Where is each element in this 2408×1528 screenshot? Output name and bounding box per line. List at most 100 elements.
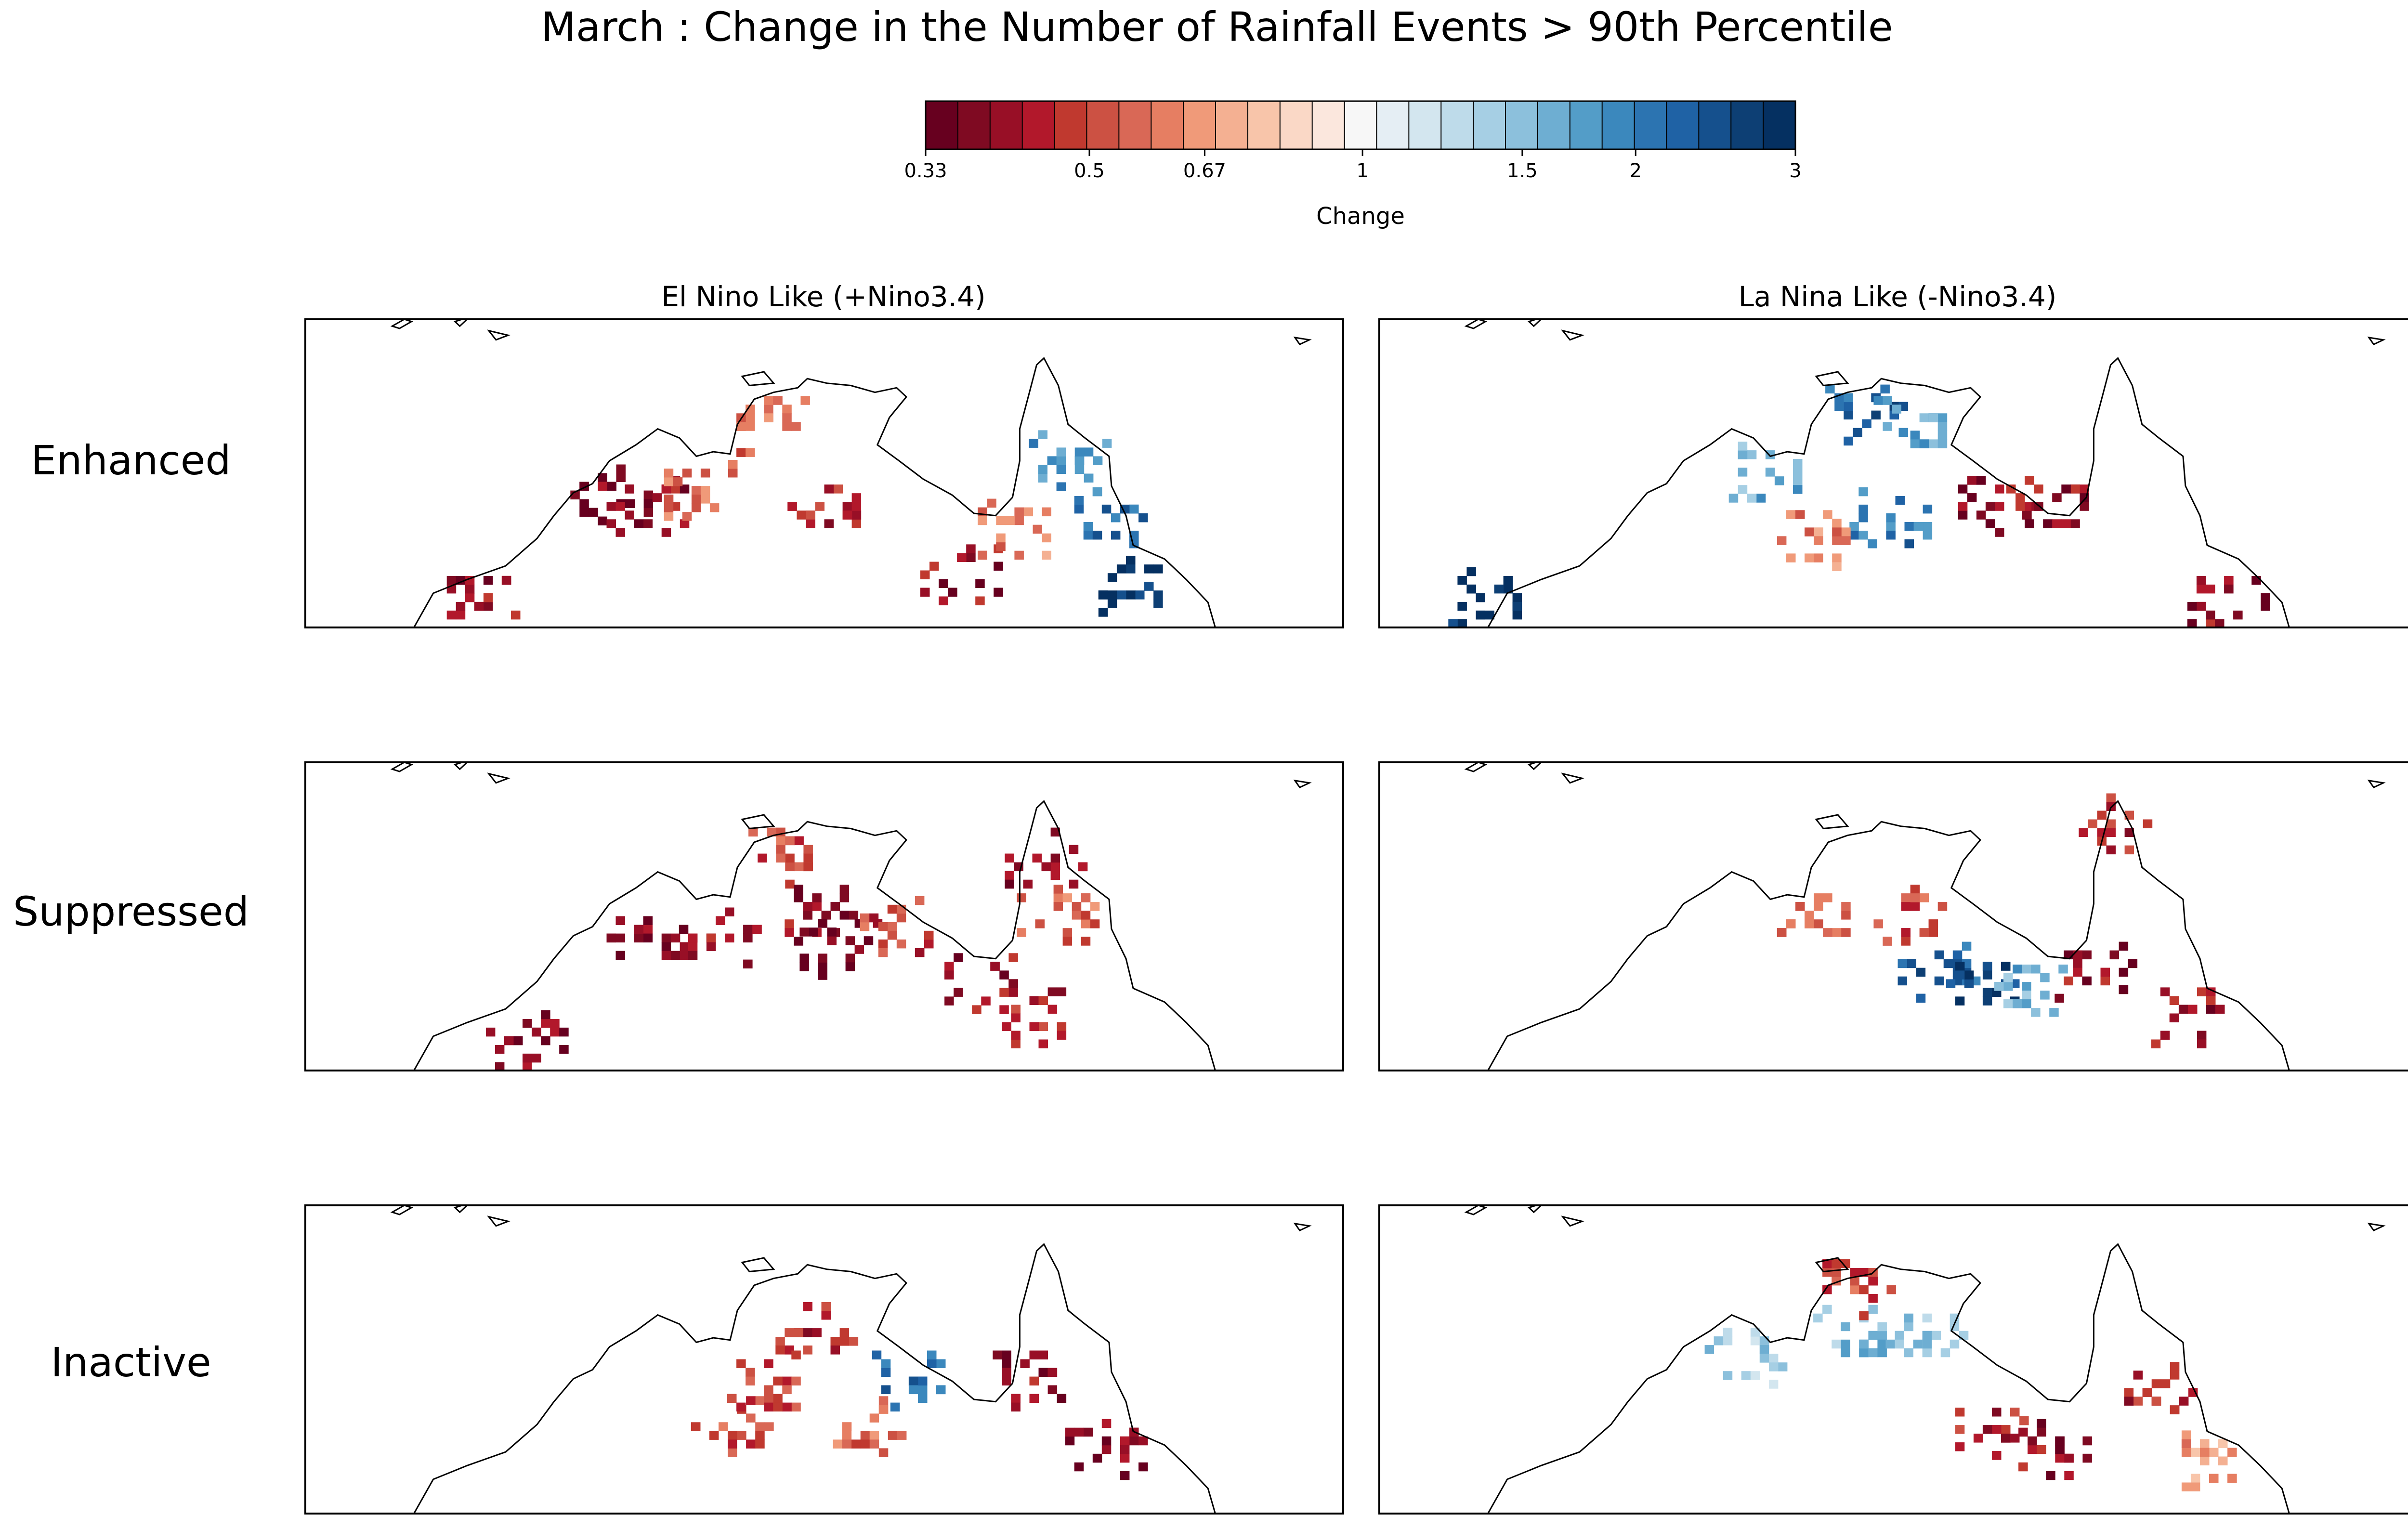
data-cell [1868,1348,1878,1358]
data-cell [691,1422,701,1431]
data-cell [794,1328,803,1337]
data-cell [1934,950,1944,960]
data-cell [2082,976,2092,986]
data-cell [1786,510,1796,519]
data-cell [2206,1005,2216,1014]
data-cell [1832,1339,1841,1349]
data-cell [1976,476,1986,485]
data-cell [589,508,598,517]
data-cell [2133,1397,2143,1406]
data-cell [1047,456,1057,465]
island-outline [390,1205,414,1215]
data-cell [791,1350,801,1359]
data-cell [972,1005,982,1014]
data-cell [1126,556,1136,565]
data-cell [1985,502,1995,511]
data-cell [1822,1259,1832,1268]
data-cell [1107,590,1117,600]
data-cell [2200,1448,2210,1457]
data-cell [2160,987,2170,996]
data-cell [746,1413,756,1423]
data-cell [2170,1362,2180,1371]
data-cell [743,959,753,969]
data-cell [2010,1434,2020,1443]
data-cell [851,1439,861,1449]
data-cell [755,1439,765,1449]
data-cell [1029,1350,1039,1359]
data-cell [2082,950,2092,960]
data-cell [881,1359,891,1368]
data-cell [821,911,831,920]
data-cell [1101,1436,1112,1446]
data-cell [1853,428,1862,437]
data-cell [1868,539,1877,549]
data-cell [1850,1285,1859,1294]
data-cell [999,988,1009,997]
data-cell [869,1439,879,1449]
data-cell [2215,619,2225,627]
island-outline [1293,1222,1312,1231]
data-cell [1747,494,1757,503]
data-cell [993,1350,1002,1359]
data-cell [1883,937,1892,946]
data-cell [1494,584,1504,594]
data-cell [908,1376,918,1386]
data-cell [483,575,493,585]
data-cell [1793,476,1803,485]
data-cell [1886,531,1896,540]
data-cell [700,495,710,504]
data-cell [1002,1376,1011,1386]
data-cell [1995,484,2004,494]
colorbar-swatch [1666,101,1700,150]
data-cell [716,916,725,925]
data-cell [1982,988,1992,997]
data-cell [2142,1388,2152,1397]
data-cell [929,562,939,571]
data-cell [1955,1408,1965,1417]
island-outline [1815,371,1849,387]
data-cell [1858,487,1868,496]
data-cell [688,951,698,960]
data-cell [782,413,792,422]
data-cell [513,1036,523,1045]
data-cell [1841,536,1851,545]
data-cell [849,1337,859,1346]
data-cell [803,862,813,872]
map-panels [304,318,2408,1515]
data-cell [1144,582,1154,591]
data-cell [1101,1445,1112,1454]
data-cell [782,405,792,414]
data-cell [920,570,930,579]
data-cell [827,936,837,945]
colorbar-swatch [1021,101,1056,150]
data-cell [887,922,897,931]
data-cell [1901,902,1911,911]
colorbar-tick-label: 0.5 [1074,160,1105,182]
island-outline [453,319,468,327]
island-outline [487,1215,511,1227]
data-cell [791,422,801,431]
data-cell [845,936,855,945]
data-cell [1042,550,1051,560]
data-cell [839,885,850,894]
data-cell [661,933,671,943]
data-cell [851,510,862,520]
data-cell [1056,482,1066,491]
data-cell [737,1431,746,1440]
data-cell [869,1413,879,1423]
data-cell [706,942,716,952]
data-cell [1958,502,1968,511]
data-cell [2015,493,2025,502]
data-cell [2106,802,2116,811]
data-cell [1877,1322,1887,1332]
data-cell [1101,1419,1112,1428]
data-cell [1011,1039,1021,1048]
data-cell [981,996,991,1006]
data-cell [1910,431,1920,440]
data-cell [839,893,850,902]
data-cell [996,533,1006,543]
data-cell [1901,937,1911,946]
data-cell [755,1422,765,1431]
data-cell [579,499,589,509]
data-cell [1092,1453,1102,1463]
